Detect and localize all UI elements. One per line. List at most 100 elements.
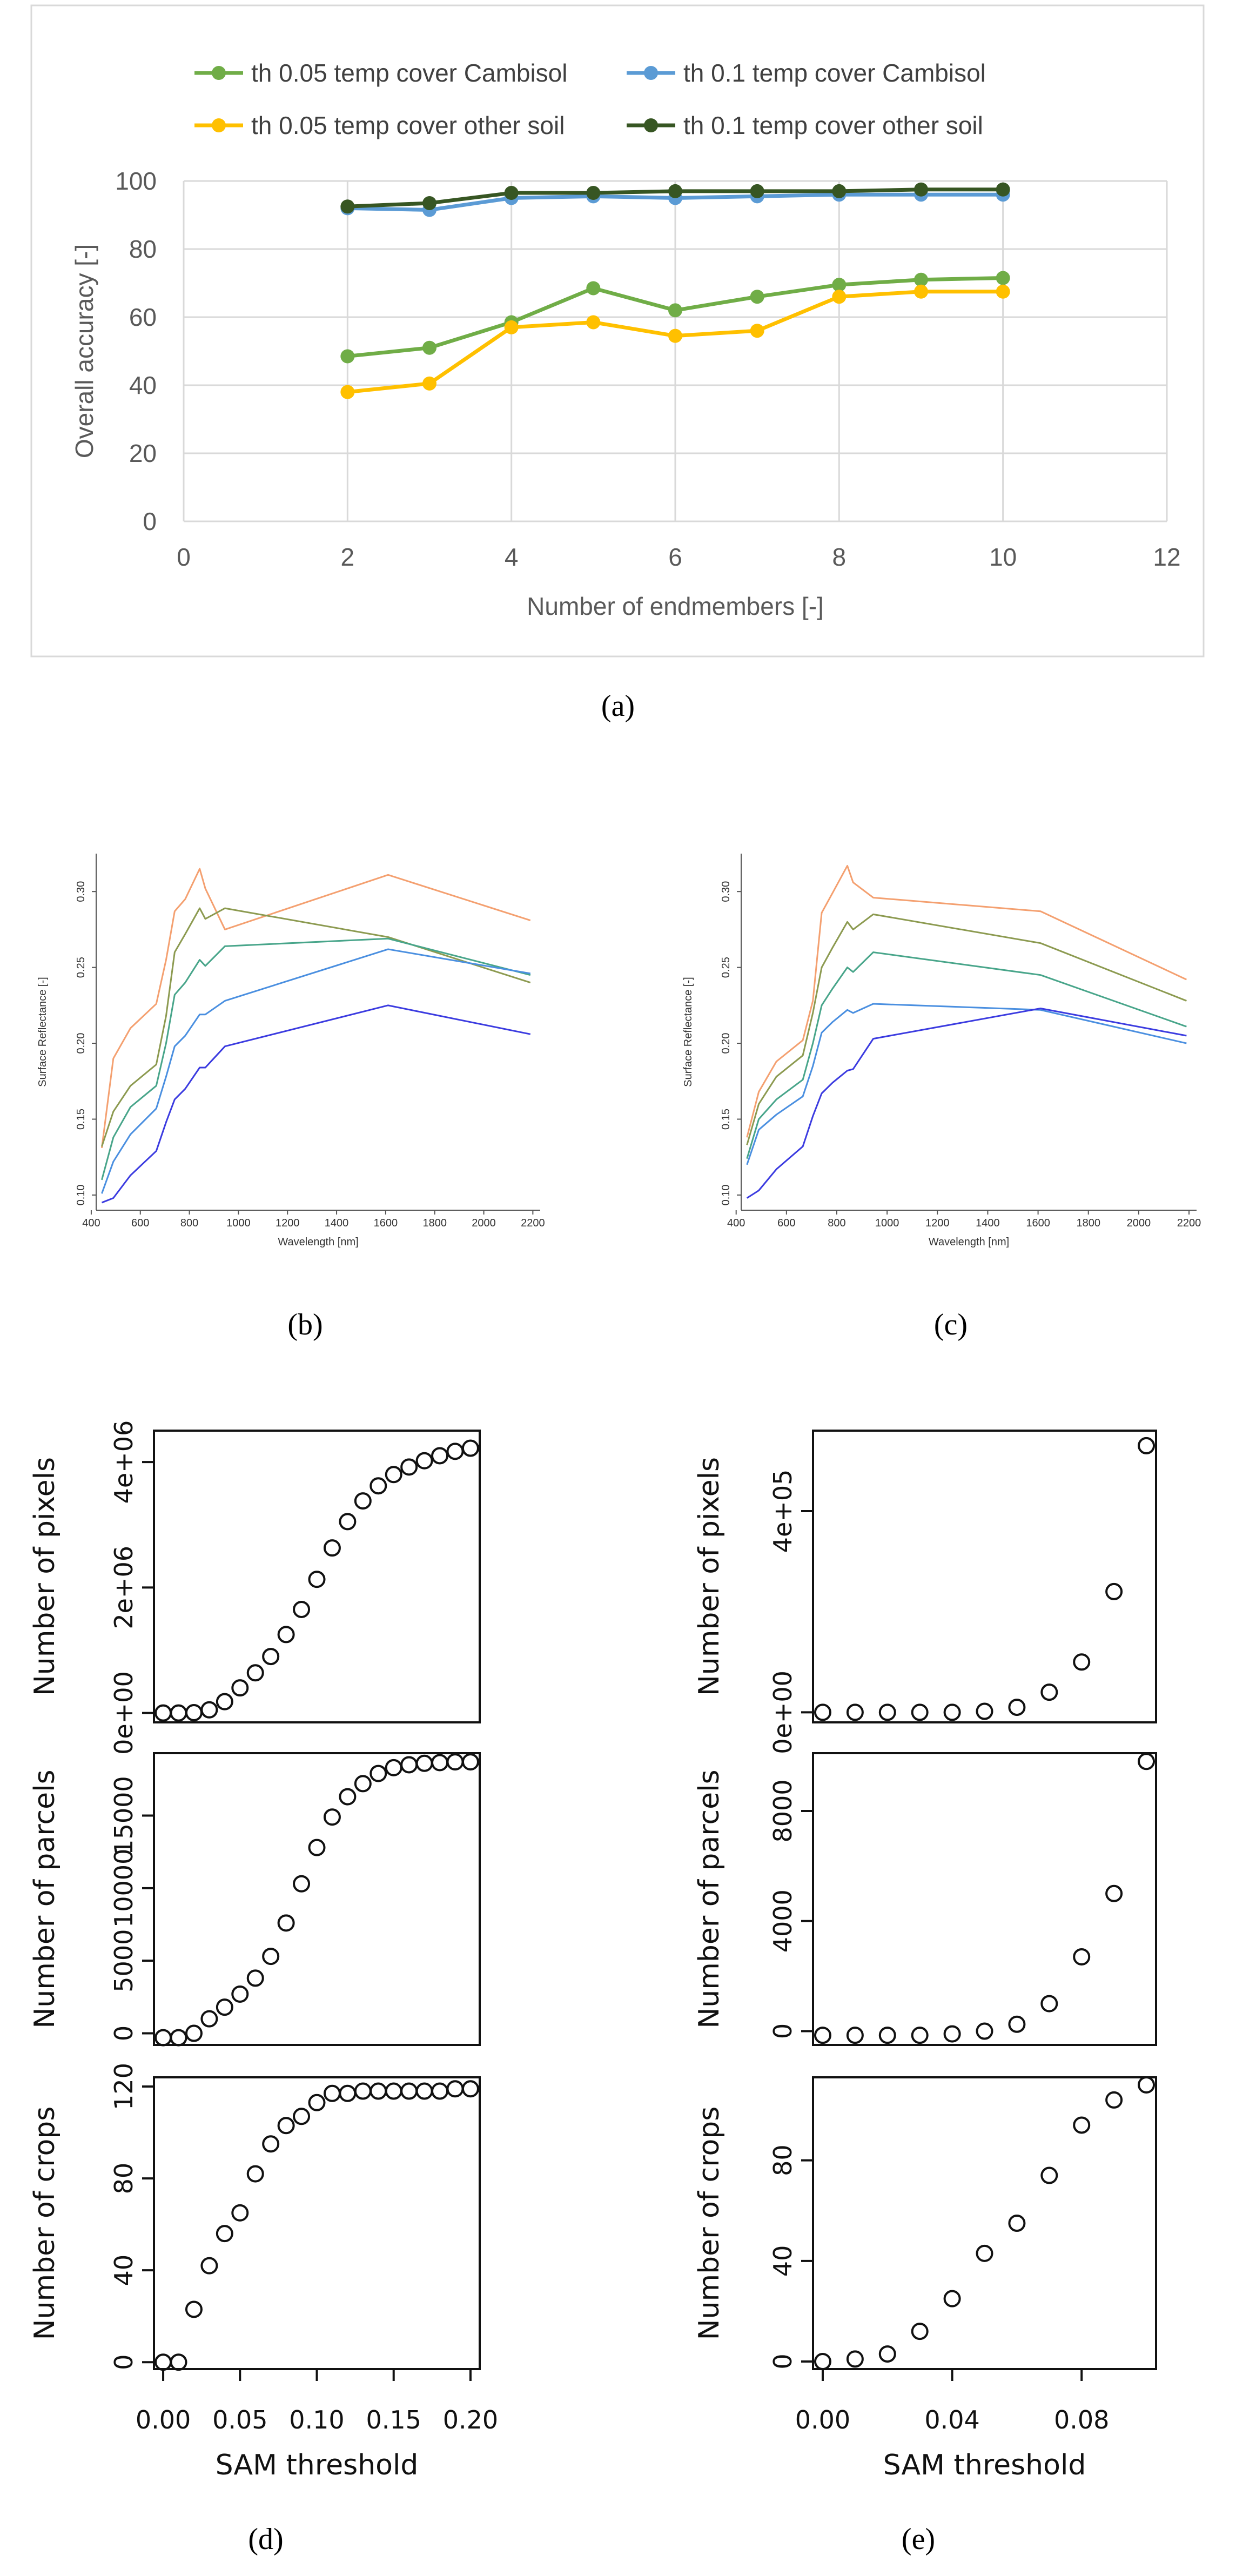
chart-a-point (504, 186, 519, 200)
chart-d-point (431, 1447, 449, 1465)
chart-d-point (415, 1452, 433, 1470)
chart-d-panel-frame (153, 1430, 481, 1723)
chart-e-point (1138, 2076, 1156, 2094)
chart-d-point (354, 2082, 372, 2100)
chart-d-panel-frame (153, 1752, 481, 2046)
chart-d-point (185, 2300, 203, 2318)
chart-d-point (370, 2082, 387, 2100)
chart-b-ytick-label: 0.30 (75, 881, 87, 902)
chart-d-point (339, 1513, 357, 1531)
chart-e-point (1105, 1884, 1123, 1902)
chart-b-ytick-label: 0.10 (75, 1184, 87, 1205)
chart-a-point (668, 184, 682, 198)
chart-d-point (154, 2353, 172, 2371)
chart-e-point (846, 1703, 864, 1721)
chart-d-xtick-label: 0.10 (289, 2405, 344, 2434)
chart-b-xlabel: Wavelength [nm] (278, 1236, 358, 1248)
chart-b-xtick-label: 1000 (226, 1217, 251, 1229)
chart-a-ytick-label: 40 (129, 371, 157, 399)
chart-b-ytick-label: 0.25 (75, 957, 87, 978)
chart-d-point (400, 1756, 418, 1774)
chart-d-ytick-label: 0 (109, 2354, 138, 2370)
chart-c-spectrum-line (746, 913, 1187, 1145)
chart-a-xtick-label: 6 (668, 543, 682, 571)
chart-e-point (1040, 1995, 1058, 2013)
chart-d-xtick-label: 0.05 (212, 2405, 267, 2434)
chart-d-ytick-label: 2e+06 (109, 1546, 138, 1629)
chart-e-point (846, 2350, 864, 2368)
chart-e-xtick-label: 0.08 (1054, 2405, 1109, 2434)
chart-b: 0.10 0.15 0.20 0.25 0.30 400 600 800 1000 1200 140… (37, 854, 545, 1248)
chart-e-ytick-label: 0 (768, 2023, 797, 2039)
chart-d-xtick-label: 0.20 (443, 2405, 498, 2434)
chart-d-point (308, 1571, 326, 1588)
chart-d-point (446, 1753, 464, 1771)
chart-d-ylabel: Number of pixels (29, 1457, 61, 1696)
chart-a-point (422, 340, 436, 355)
chart-e-xtick-label: 0.00 (795, 2405, 850, 2434)
chart-a-point (832, 290, 847, 304)
chart-e-point (1138, 1437, 1156, 1454)
chart-d-ytick-label: 15000 (109, 1776, 138, 1855)
chart-d-point (385, 2082, 402, 2100)
chart-d-point (262, 1648, 280, 1666)
chart-b-ytick-label: 0.15 (75, 1109, 87, 1130)
chart-d-point (354, 1775, 372, 1793)
chart-e-panel-frame (812, 1752, 1157, 2046)
chart-a: 0 20 40 60 80 100 0 2 4 6 8 10 12 Number of endmember… (70, 59, 1181, 620)
chart-c-xlabel: Wavelength [nm] (929, 1236, 1009, 1248)
chart-e-point (1138, 1753, 1156, 1770)
chart-a-point (668, 303, 682, 318)
chart-e-point (976, 2022, 993, 2040)
chart-a-point (340, 199, 355, 214)
chart-d-xlabel: SAM threshold (216, 2449, 419, 2481)
chart-a-point (504, 320, 519, 334)
chart-e-point (911, 2323, 929, 2340)
chart-d-point (246, 1969, 264, 1987)
chart-d-ylabel: Number of parcels (29, 1769, 61, 2028)
chart-e-ytick-label: 8000 (768, 1779, 797, 1842)
caption-e: (e) (902, 2523, 935, 2556)
chart-d-point (231, 1985, 249, 2003)
chart-b-spectrum-line (100, 868, 531, 1149)
chart-a-legend-label: th 0.05 temp cover Cambisol (251, 59, 568, 87)
chart-b-spectrum-line (101, 1004, 531, 1204)
chart-a-legend-swatch-marker (212, 118, 226, 132)
chart-d-point (277, 1914, 295, 1932)
chart-e-point (1008, 2015, 1026, 2033)
chart-d-point (431, 2082, 449, 2100)
chart-a-legend-swatch-marker (212, 66, 226, 80)
chart-e-ytick-label: 4e+05 (768, 1470, 797, 1553)
chart-a-legend-label: th 0.1 temp cover other soil (683, 111, 983, 139)
chart-d-panel-frame (153, 2076, 481, 2370)
caption-a: (a) (601, 689, 635, 723)
chart-d-point (323, 2084, 341, 2102)
chart-e-point (1105, 1582, 1123, 1600)
chart-a-point (340, 385, 355, 399)
caption-b: (b) (287, 1308, 323, 1341)
chart-a-ytick-label: 100 (115, 167, 157, 195)
chart-a-point (996, 182, 1010, 197)
chart-c-spectrum-line (746, 1003, 1187, 1165)
chart-d-ytick-label: 0e+00 (109, 1671, 138, 1755)
chart-d-ytick-label: 10000 (109, 1849, 138, 1928)
chart-d: 0e+00 2e+06 4e+06 Number of pixels 0 50001000… (29, 1420, 498, 2481)
chart-e-panel-frame (812, 2076, 1157, 2370)
chart-d-xtick-label: 0.15 (366, 2405, 421, 2434)
chart-a-point (340, 349, 355, 364)
chart-e-panel-frame (812, 1430, 1157, 1723)
chart-b-spectrum-line (101, 948, 531, 1194)
chart-d-point (200, 1701, 218, 1719)
chart-c-xtick-label: 2000 (1127, 1217, 1151, 1229)
chart-d-point (277, 1626, 295, 1643)
chart-e-point (1073, 1653, 1091, 1671)
chart-a-ytick-label: 60 (129, 303, 157, 331)
chart-c-xtick-label: 600 (777, 1217, 795, 1229)
chart-e-ylabel: Number of parcels (693, 1769, 726, 2028)
chart-b-spectrum-line (101, 907, 531, 1147)
chart-a-ytick-label: 0 (143, 507, 157, 535)
chart-d-point (354, 1492, 372, 1510)
chart-b-xtick-label: 1200 (276, 1217, 300, 1229)
chart-d-ytick-label: 0 (109, 2025, 138, 2041)
chart-d-point (461, 2080, 479, 2098)
